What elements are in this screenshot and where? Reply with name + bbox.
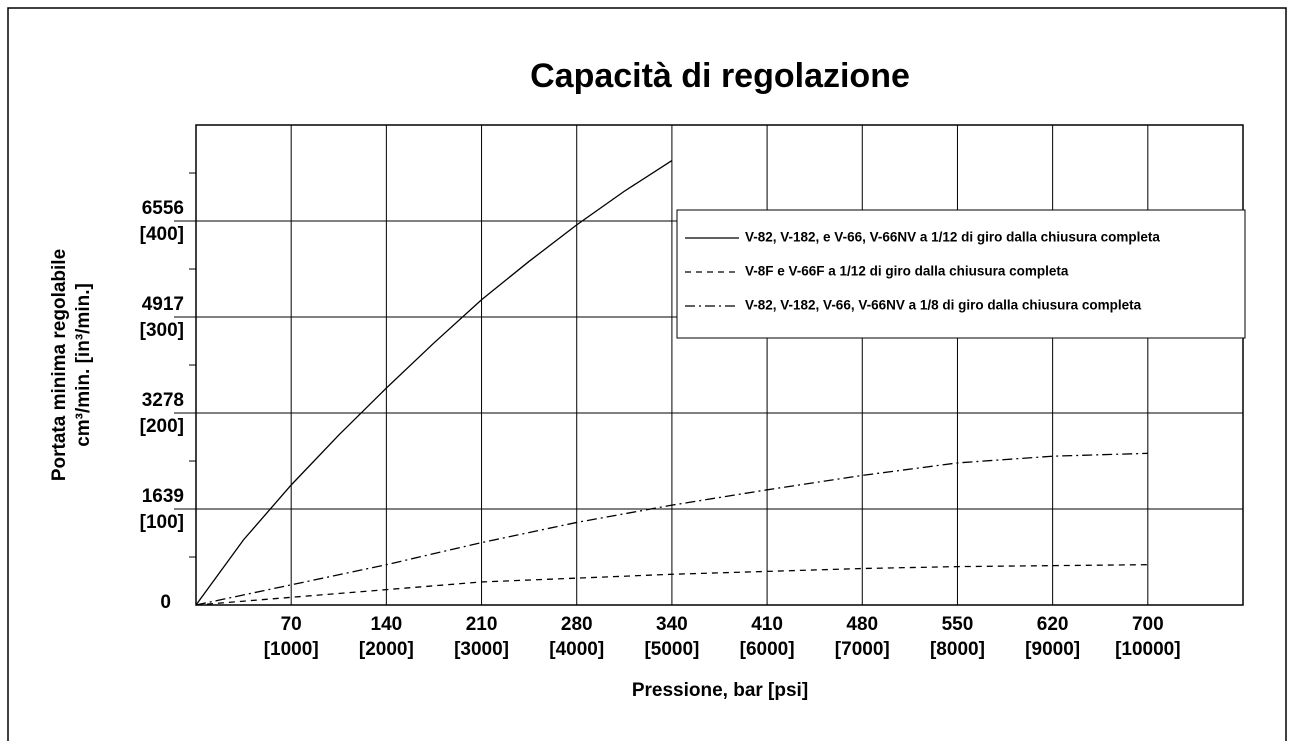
x-tick-label: [3000] [454, 639, 509, 660]
x-tick-label: [9000] [1025, 639, 1080, 660]
y-tick-label: [200] [140, 416, 184, 437]
legend [676, 209, 1246, 339]
page-frame [7, 7, 1287, 741]
y-tick-label: 6556 [142, 198, 184, 219]
y-tick-label: [400] [140, 224, 184, 245]
x-tick-label: 700 [1132, 614, 1164, 635]
y-tick-label: 3278 [142, 390, 184, 411]
x-axis-label: Pressione, bar [psi] [632, 680, 808, 701]
x-tick-label: 210 [466, 614, 498, 635]
y-tick-label: [100] [140, 512, 184, 533]
y-tick-label: 1639 [142, 486, 184, 507]
y-tick-label: 0 [160, 592, 171, 613]
y-axis-label-line: cm³/min. [in³/min.] [73, 283, 94, 447]
x-tick-label: [2000] [359, 639, 414, 660]
series-line [195, 159, 673, 606]
y-tick-label: [300] [140, 320, 184, 341]
plot-frame [195, 124, 1244, 606]
x-tick-label: 480 [846, 614, 878, 635]
x-tick-label: [4000] [549, 639, 604, 660]
y-axis-label: Portata minima regolabile cm³/min. [in³/… [49, 249, 94, 481]
chart-title: Capacità di regolazione [530, 57, 910, 95]
x-tick-label: 410 [751, 614, 783, 635]
x-tick-label: [6000] [740, 639, 795, 660]
legend-label: V-8F e V-66F a 1/12 di giro dalla chiusu… [745, 264, 1069, 279]
series-line [195, 452, 1148, 606]
x-tick-label: [10000] [1115, 639, 1181, 660]
x-tick-label: 620 [1037, 614, 1069, 635]
x-tick-label: [5000] [644, 639, 699, 660]
legend-label: V-82, V-182, e V-66, V-66NV a 1/12 di gi… [745, 230, 1160, 245]
y-tick-label: 4917 [142, 294, 184, 315]
legend-label: V-82, V-182, V-66, V-66NV a 1/8 di giro … [745, 298, 1142, 313]
y-axis-label-line: Portata minima regolabile [49, 249, 70, 481]
x-tick-label: 340 [656, 614, 688, 635]
x-tick-label: 280 [561, 614, 593, 635]
series-line [195, 564, 1148, 606]
x-tick-label: 70 [281, 614, 302, 635]
x-tick-label: 550 [942, 614, 974, 635]
x-tick-label: [8000] [930, 639, 985, 660]
x-tick-label: [1000] [264, 639, 319, 660]
x-tick-label: [7000] [835, 639, 890, 660]
x-tick-label: 140 [371, 614, 403, 635]
